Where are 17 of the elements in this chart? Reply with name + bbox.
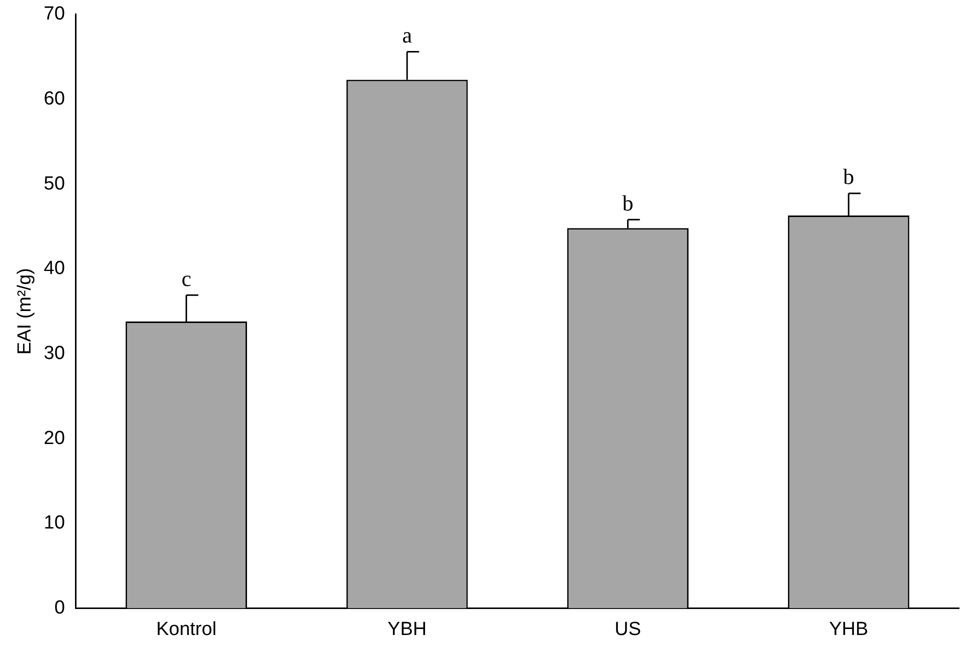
annotation: a bbox=[402, 22, 412, 48]
y-tick-label: 60 bbox=[44, 88, 65, 110]
y-tick-label: 30 bbox=[44, 342, 65, 364]
x-tick-label: Kontrol bbox=[156, 618, 216, 640]
y-tick-label: 10 bbox=[44, 512, 65, 534]
annotation: b bbox=[843, 164, 854, 190]
y-tick-label: 50 bbox=[44, 173, 65, 194]
x-tick-label: US bbox=[614, 618, 642, 640]
y-tick-label: 20 bbox=[44, 428, 65, 449]
y-tick-label: 0 bbox=[54, 597, 65, 618]
y-tick-label: 70 bbox=[44, 4, 65, 25]
x-tick-label: YHB bbox=[829, 618, 868, 640]
annotation: c bbox=[181, 266, 192, 291]
y-tick-label: 40 bbox=[44, 258, 65, 280]
y-axis-title: EAI (m²/g) bbox=[14, 268, 36, 355]
x-tick-label: YBH bbox=[388, 618, 427, 640]
annotation: b bbox=[622, 190, 634, 216]
